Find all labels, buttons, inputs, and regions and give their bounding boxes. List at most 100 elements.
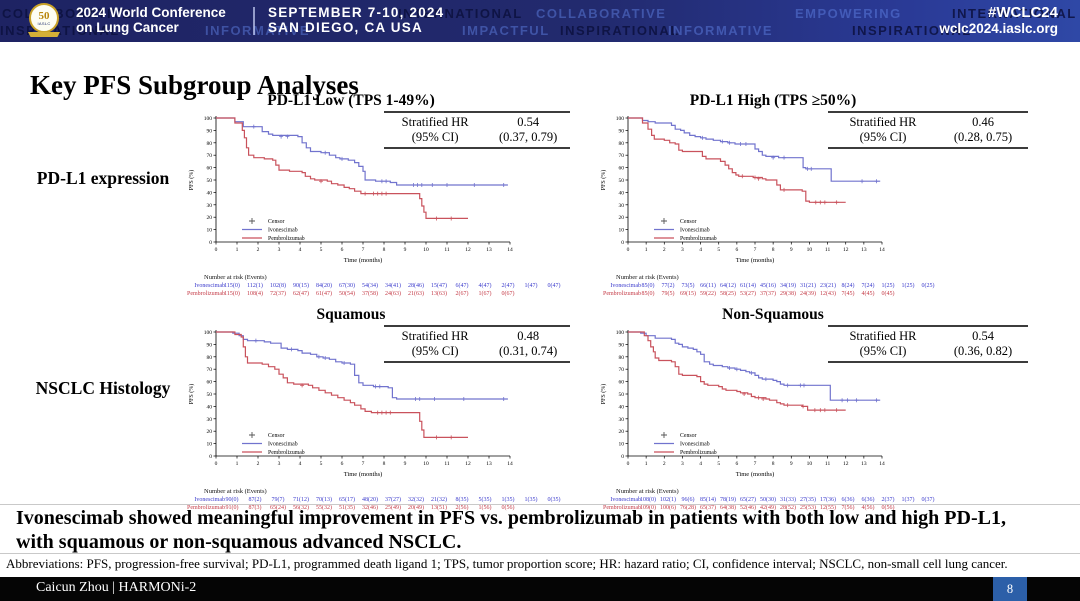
- risk-value: 6(36): [861, 496, 875, 503]
- svg-text:10: 10: [619, 228, 625, 234]
- risk-value: 79(7): [271, 496, 285, 503]
- svg-text:3: 3: [681, 461, 684, 467]
- risk-row-name: Pembrolizumab: [187, 290, 225, 297]
- svg-text:7: 7: [362, 247, 365, 253]
- header-right-block: #WCLC24 wclc2024.iaslc.org: [939, 4, 1058, 37]
- svg-text:10: 10: [207, 442, 213, 448]
- risk-value: 84(20): [316, 282, 332, 289]
- author-credit: Caicun Zhou | HARMONi-2: [36, 580, 197, 595]
- svg-text:3: 3: [278, 461, 281, 467]
- risk-value: 52(46): [740, 504, 756, 511]
- svg-text:2: 2: [663, 247, 666, 253]
- risk-value: 6(47): [455, 282, 469, 289]
- svg-text:0: 0: [621, 240, 624, 246]
- conference-date-line: SEPTEMBER 7-10, 2024: [268, 5, 445, 20]
- risk-value: 20(49): [408, 504, 424, 511]
- risk-table-header: Number at risk (Events): [616, 274, 679, 281]
- risk-row-name: Ivonescimab: [194, 282, 225, 289]
- conclusion-line2: with squamous or non-squamous advanced N…: [16, 530, 462, 553]
- svg-text:14: 14: [879, 247, 885, 253]
- svg-text:13: 13: [861, 461, 867, 467]
- km-panel: Non-Squamous Stratified HR 0.54 (95% CI)…: [598, 306, 1032, 525]
- risk-value: 53(27): [740, 290, 756, 297]
- y-axis-label: PFS (%): [600, 384, 607, 405]
- logo-ribbon: [28, 32, 60, 37]
- svg-text:0: 0: [215, 247, 218, 253]
- risk-value: 13(63): [431, 290, 447, 297]
- risk-value: 21(32): [431, 496, 447, 503]
- risk-value: 90(0): [225, 496, 239, 503]
- risk-value: 2(47): [501, 282, 515, 289]
- svg-text:Ivonescimab: Ivonescimab: [680, 442, 710, 448]
- panel-title: Squamous: [316, 306, 386, 323]
- risk-value: 58(25): [720, 290, 736, 297]
- risk-value: 73(5): [681, 282, 695, 289]
- hr-value: 0.46: [972, 115, 994, 129]
- watermark-word: INSPIRATIONAL: [560, 23, 680, 38]
- risk-value: 15(47): [431, 282, 447, 289]
- risk-value: 0(56): [501, 504, 515, 511]
- slide-title: Key PFS Subgroup Analyses: [30, 70, 359, 101]
- risk-value: 0(37): [921, 496, 935, 503]
- svg-text:6: 6: [341, 247, 344, 253]
- row-label-pdl1-expression: PD-L1 expression: [36, 168, 170, 188]
- risk-value: 37(37): [760, 290, 776, 297]
- risk-value: 1(35): [501, 496, 515, 503]
- hr-ci-label: (95% CI): [859, 343, 907, 358]
- svg-text:12: 12: [465, 247, 471, 253]
- hr-ci-label: (95% CI): [411, 129, 459, 144]
- svg-text:80: 80: [619, 355, 625, 361]
- svg-text:30: 30: [619, 203, 625, 209]
- risk-value: 12(43): [820, 290, 836, 297]
- svg-text:90: 90: [207, 128, 213, 134]
- row-label-nsclc-histology: NSCLC Histology: [35, 378, 171, 398]
- risk-value: 108(4): [247, 290, 263, 297]
- risk-value: 65(24): [270, 504, 286, 511]
- svg-text:40: 40: [207, 190, 213, 196]
- svg-text:14: 14: [879, 461, 885, 467]
- risk-value: 100(6): [660, 504, 676, 511]
- svg-text:6: 6: [341, 461, 344, 467]
- svg-text:90: 90: [207, 342, 213, 348]
- risk-value: 50(54): [339, 290, 355, 297]
- risk-value: 21(63): [408, 290, 424, 297]
- km-curve-ivonescimab: [216, 331, 508, 400]
- conference-location-line: SAN DIEGO, CA USA: [268, 20, 423, 35]
- x-axis-label: Time (months): [736, 471, 775, 478]
- risk-value: 17(36): [820, 496, 836, 503]
- watermark-word: EMPOWERING: [795, 6, 902, 21]
- risk-value: 1(37): [901, 496, 915, 503]
- risk-value: 32(32): [408, 496, 424, 503]
- km-curve-ivonescimab: [628, 331, 881, 401]
- risk-value: 13(51): [431, 504, 447, 511]
- risk-value: 78(19): [720, 496, 736, 503]
- svg-text:2: 2: [257, 247, 260, 253]
- risk-value: 61(14): [740, 282, 756, 289]
- svg-text:Ivonescimab: Ivonescimab: [268, 442, 298, 448]
- svg-text:70: 70: [207, 153, 213, 159]
- censor-marks-pembrolizumab: [300, 383, 454, 440]
- svg-text:70: 70: [619, 367, 625, 373]
- risk-value: 62(47): [293, 290, 309, 297]
- risk-value: 55(32): [316, 504, 332, 511]
- svg-text:70: 70: [207, 367, 213, 373]
- watermark-word: INTERNATIONAL: [952, 6, 1077, 21]
- risk-row-ivonescimab: Ivonescimab 115(0) 112(1) 102(8) 90(15) 84(20…: [186, 283, 576, 291]
- censor-marks-ivonescimab: [727, 365, 879, 403]
- svg-text:0: 0: [627, 461, 630, 467]
- svg-text:5: 5: [320, 461, 323, 467]
- svg-text:11: 11: [825, 247, 831, 253]
- svg-text:3: 3: [278, 247, 281, 253]
- svg-text:13: 13: [486, 461, 492, 467]
- risk-value: 61(47): [316, 290, 332, 297]
- hr-label: Stratified HR: [849, 329, 917, 343]
- risk-row-name: Pembrolizumab: [187, 504, 225, 511]
- svg-text:14: 14: [507, 461, 513, 467]
- hr-ci-label: (95% CI): [411, 343, 459, 358]
- risk-value: 96(6): [681, 496, 695, 503]
- svg-text:10: 10: [807, 247, 813, 253]
- risk-value: 0(25): [921, 282, 935, 289]
- svg-text:Pembrolizumab: Pembrolizumab: [680, 236, 717, 242]
- svg-text:0: 0: [621, 454, 624, 460]
